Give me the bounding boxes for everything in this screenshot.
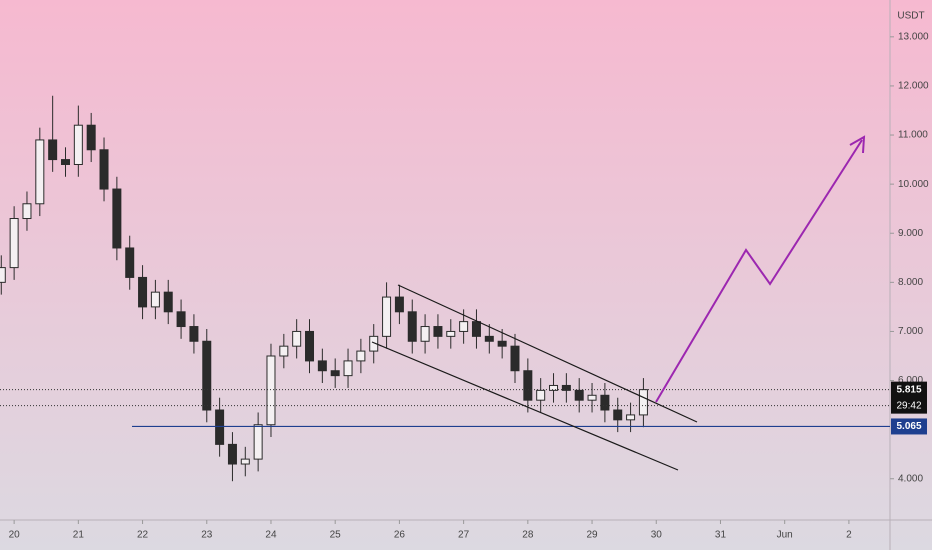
candle-body	[356, 350, 366, 362]
x-tick-label: 21	[73, 530, 85, 541]
level-label: 5.065	[896, 421, 921, 432]
level-label-box	[891, 418, 927, 435]
candle-body	[587, 394, 597, 401]
candle-body	[433, 326, 443, 337]
x-tick-label: 20	[9, 530, 21, 541]
channel-lower	[371, 341, 679, 471]
candle-body	[202, 340, 212, 411]
candle-body	[510, 345, 520, 372]
y-tick-label: 11.000	[898, 130, 928, 141]
candle-body	[536, 389, 546, 401]
candle-body	[189, 326, 199, 342]
candle-body	[86, 124, 96, 151]
candle-body	[112, 188, 122, 249]
candle-body	[35, 139, 45, 205]
unit-label: USDT	[897, 11, 924, 22]
x-tick-label: 28	[522, 530, 534, 541]
projection-arrowhead	[849, 135, 866, 154]
x-tick-label: 25	[330, 530, 342, 541]
candle-body	[292, 330, 302, 347]
x-tick-label: 30	[651, 530, 663, 541]
candle-body	[0, 267, 6, 283]
candle-body	[382, 296, 392, 337]
y-tick-label: 13.000	[898, 31, 929, 42]
candle-body	[394, 296, 404, 313]
candle-body	[471, 321, 481, 337]
candle-body	[497, 340, 507, 347]
candle-body	[60, 159, 70, 165]
candle-body	[420, 326, 430, 342]
candle-body	[574, 389, 584, 401]
candle-body	[459, 321, 469, 332]
last-price-label: 5.815	[896, 384, 921, 395]
candle-body	[48, 139, 58, 161]
y-tick-label: 8.000	[898, 277, 923, 288]
candle-body	[215, 409, 225, 445]
y-tick-label: 12.000	[898, 81, 929, 92]
x-tick-label: 2	[846, 530, 852, 541]
candle-body	[99, 149, 109, 190]
y-tick-label: 7.000	[898, 326, 923, 337]
x-tick-label: 31	[715, 530, 727, 541]
x-tick-label: 29	[586, 530, 598, 541]
last-price-box	[891, 381, 927, 414]
x-tick-label: 24	[265, 530, 277, 541]
candle-body	[305, 330, 315, 362]
candle-body	[266, 355, 276, 426]
x-tick-label: Jun	[777, 530, 793, 541]
x-tick-label: 23	[201, 530, 213, 541]
candle-body	[240, 458, 250, 465]
y-tick-label: 10.000	[898, 179, 929, 190]
x-tick-label: 22	[137, 530, 149, 541]
y-tick-label: 9.000	[898, 228, 923, 239]
candle-body	[523, 370, 533, 401]
candle-body	[227, 443, 237, 465]
candle-body	[407, 311, 417, 342]
candle-body	[484, 335, 494, 342]
candle-body	[22, 203, 32, 220]
candle-body	[446, 330, 456, 337]
candle-body	[163, 291, 173, 313]
candle-body	[176, 311, 186, 328]
candle-body	[138, 276, 148, 308]
y-tick-label: 6.000	[898, 375, 923, 386]
candle-body	[150, 291, 160, 308]
candle-body	[549, 384, 559, 391]
candle-body	[561, 384, 571, 391]
x-tick-label: 26	[394, 530, 406, 541]
candle-body	[73, 124, 83, 165]
channel-upper	[397, 284, 698, 423]
candle-body	[9, 218, 19, 269]
candle-body	[600, 394, 610, 411]
candle-body	[330, 370, 340, 377]
projection-path	[655, 139, 863, 403]
x-tick-label: 27	[458, 530, 470, 541]
candle-body	[343, 360, 353, 377]
plot: 4.000 6.000 7.000 8.000 9.000 10.000 11.000 12.…	[0, 31, 929, 541]
candle-body	[279, 345, 289, 357]
countdown-label: 29:42	[896, 400, 921, 411]
candle-body	[317, 360, 327, 372]
candle-body	[369, 335, 379, 352]
candle-body	[125, 247, 135, 278]
candle-body	[613, 409, 623, 421]
candle-body	[638, 389, 648, 416]
y-tick-label: 4.000	[898, 473, 923, 484]
candle-body	[626, 414, 636, 421]
candle-body	[253, 424, 263, 460]
